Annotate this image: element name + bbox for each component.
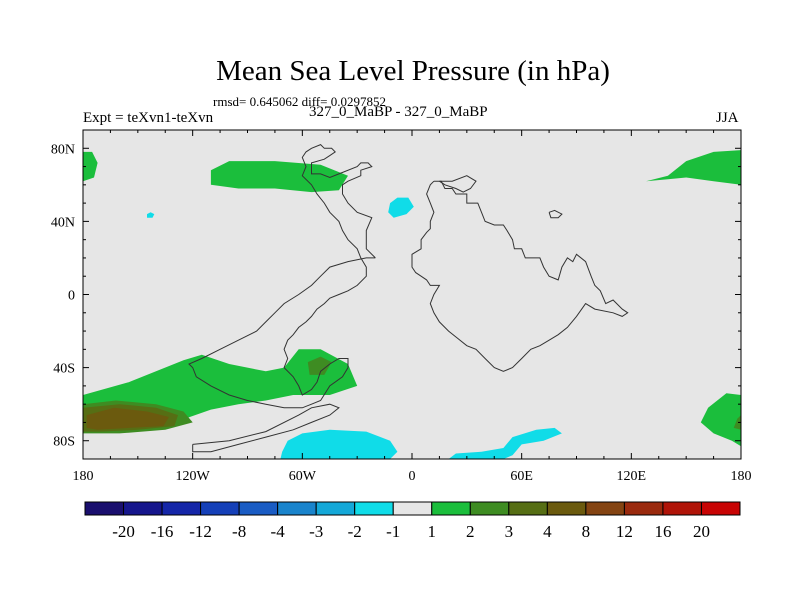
colorbar-swatch — [662, 501, 702, 516]
colorbar-level-label: 4 — [543, 522, 552, 541]
colorbar: -20 -16 -12 -8 -4 -3 -2 -1 1 2 3 4 8 12 16 20 — [84, 501, 741, 541]
colorbar-level-label: -3 — [309, 522, 323, 541]
x-tick-label: 0 — [409, 469, 416, 484]
map-layer — [83, 130, 741, 459]
region-cyan-north-atlantic — [388, 197, 414, 218]
colorbar-swatch — [700, 501, 741, 516]
colorbar-swatch — [469, 501, 510, 516]
colorbar-level-label: 16 — [654, 522, 671, 541]
region-cyan-south-indian — [448, 427, 562, 459]
colorbar-swatch — [354, 501, 394, 516]
colorbar-level-label: 3 — [505, 522, 514, 541]
region-green-north-pacific — [210, 161, 348, 193]
x-tick-label: 120E — [617, 469, 647, 484]
colorbar-level-label: 1 — [428, 522, 437, 541]
colorbar-swatch — [431, 501, 471, 516]
colorbar-swatch — [123, 501, 163, 516]
region-dark-olive-patch — [307, 356, 332, 375]
coastline-europe-blob — [439, 175, 477, 193]
region-cyan-north-pacific — [147, 212, 155, 218]
colorbar-swatch — [623, 501, 664, 516]
region-cyan-south-atlantic — [280, 429, 398, 459]
y-tick-label: 80S — [53, 435, 75, 450]
coastline-africa-eurasia — [411, 180, 629, 372]
region-dark-olive-east — [733, 415, 741, 430]
colorbar-swatch — [84, 501, 125, 516]
coastline-antarctic-peninsula — [192, 403, 340, 453]
y-tick-label: 80N — [51, 142, 75, 157]
colorbar-level-label: 20 — [693, 522, 710, 541]
region-green-south-dateline — [700, 393, 741, 447]
stats-label: rmsd= 0.645062 diff= 0.0297852 — [213, 94, 386, 109]
colorbar-swatch — [508, 501, 548, 516]
colorbar-level-label: -1 — [386, 522, 400, 541]
region-brown-core — [86, 407, 169, 430]
coastline-americas — [188, 144, 376, 409]
colorbar-level-label: -4 — [271, 522, 286, 541]
colorbar-swatch — [585, 501, 625, 516]
experiment-label: Expt = teXvn1-teXvn — [83, 110, 214, 126]
colorbar-level-label: 12 — [616, 522, 633, 541]
colorbar-level-label: -12 — [189, 522, 212, 541]
season-label: JJA — [716, 110, 739, 126]
x-tick-label: 120W — [176, 469, 211, 484]
chart-title: Mean Sea Level Pressure (in hPa) — [216, 55, 610, 87]
y-tick-label: 40N — [51, 215, 75, 230]
colorbar-level-label: -16 — [151, 522, 174, 541]
x-tick-label: 60E — [510, 469, 533, 484]
y-tick-label: 40S — [53, 362, 75, 377]
y-tick-label: 0 — [68, 289, 75, 304]
x-tick-label: 180 — [731, 469, 752, 484]
x-tick-label: 60W — [289, 469, 317, 484]
colorbar-swatch — [161, 501, 202, 516]
colorbar-swatch — [277, 501, 317, 516]
colorbar-swatch — [392, 501, 433, 516]
coastline-east-islands — [548, 209, 563, 219]
region-green-arctic-pacific — [83, 151, 98, 182]
colorbar-swatch — [315, 501, 356, 516]
colorbar-swatch — [546, 501, 587, 516]
colorbar-swatch — [238, 501, 279, 516]
colorbar-level-label: -2 — [348, 522, 362, 541]
colorbar-level-label: 2 — [466, 522, 475, 541]
colorbar-level-label: -20 — [112, 522, 135, 541]
colorbar-level-label: -8 — [232, 522, 246, 541]
runs-label: 327_0_MaBP - 327_0_MaBP — [309, 104, 488, 120]
colorbar-level-label: 8 — [582, 522, 591, 541]
axis-layer: 180 120W 60W 0 60E 120E 180 80N 40N 0 40S 80S — [51, 129, 752, 484]
colorbar-swatch — [200, 501, 240, 516]
region-green-arctic-asia — [646, 150, 741, 185]
x-tick-label: 180 — [73, 469, 94, 484]
